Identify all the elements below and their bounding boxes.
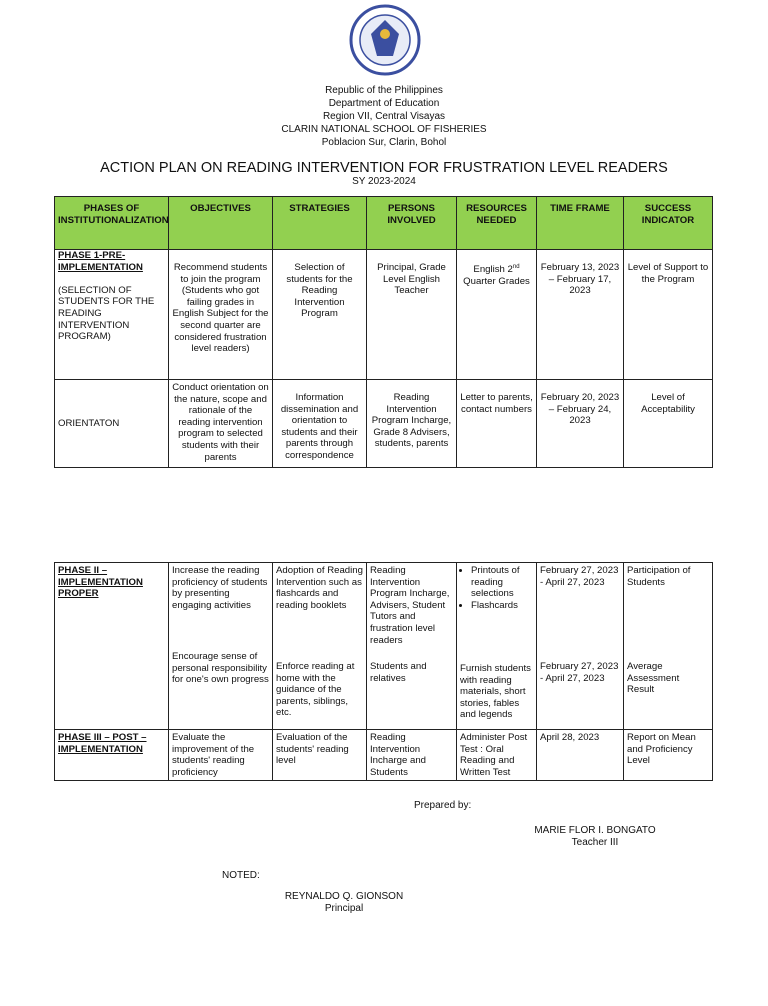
phase-title: PHASE 1-PRE-IMPLEMENTATION: [58, 250, 143, 273]
table-row: PHASE II – IMPLEMENTATION PROPER Increas…: [54, 562, 713, 730]
deped-seal-logo: [349, 4, 421, 76]
indicator-cell: Average Assessment Result: [623, 649, 713, 730]
timeframe-cell: February 27, 2023 - April 27, 2023: [536, 649, 624, 730]
indicator-cell: Level of Acceptability: [623, 379, 713, 468]
column-header: STRATEGIES: [272, 196, 367, 250]
timeframe-cell: February 13, 2023 – February 17, 2023: [536, 249, 624, 380]
table-row: PHASE 1-PRE-IMPLEMENTATION (SELECTION OF …: [54, 249, 713, 380]
header-line: CLARIN NATIONAL SCHOOL OF FISHERIES: [281, 124, 487, 135]
noter-title: Principal: [324, 903, 364, 914]
header-line: Region VII, Central Visayas: [322, 111, 446, 122]
persons-cell: Principal, Grade Level English Teacher: [366, 249, 457, 380]
persons-cell: Students and relatives: [366, 649, 457, 730]
noted-label: NOTED:: [222, 870, 260, 881]
prepared-by-label: Prepared by:: [414, 800, 472, 811]
resource-bullet: Flashcards: [471, 600, 533, 612]
action-plan-table-part2: PHASE II – IMPLEMENTATION PROPER Increas…: [54, 562, 713, 782]
indicator-cell: Level of Support to the Program: [623, 249, 713, 380]
column-header: RESOURCES NEEDED: [456, 196, 537, 250]
column-header: TIME FRAME: [536, 196, 624, 250]
strategy-cell: Evaluation of the students' reading leve…: [272, 728, 367, 782]
header-line: Republic of the Philippines: [325, 85, 443, 96]
preparer-title: Teacher III: [571, 837, 619, 848]
header-line: Department of Education: [328, 98, 440, 109]
table-header-row: PHASES OF INSTITUTIONALIZATION OBJECTIVE…: [54, 196, 713, 250]
preparer-name: MARIE FLOR I. BONGATO: [534, 825, 656, 836]
strategy-cell: Enforce reading at home with the guidanc…: [272, 649, 367, 730]
resources-cell: Letter to parents, contact numbers: [456, 379, 537, 468]
column-header: PHASES OF INSTITUTIONALIZATION: [54, 196, 169, 250]
indicator-cell: Participation of Students: [623, 562, 713, 649]
phase-title: PHASE II – IMPLEMENTATION PROPER: [54, 562, 169, 730]
timeframe-cell: April 28, 2023: [536, 728, 624, 782]
persons-cell: Reading Intervention Incharge and Studen…: [366, 728, 457, 782]
resources-text: Quarter Grades: [463, 275, 530, 287]
column-header: SUCCESS INDICATOR: [623, 196, 713, 250]
strategy-cell: Information dissemination and orientatio…: [272, 379, 367, 468]
table-row: PHASE III – POST – IMPLEMENTATION Evalua…: [54, 728, 713, 782]
table-row: ORIENTATON Conduct orientation on the na…: [54, 379, 713, 468]
indicator-cell: Report on Mean and Proficiency Level: [623, 728, 713, 782]
strategy-cell: Adoption of Reading Intervention such as…: [272, 562, 367, 649]
resources-cell: English 2nd Quarter Grades: [456, 249, 537, 380]
persons-cell: Reading Intervention Program Incharge, A…: [366, 562, 457, 649]
superscript: nd: [512, 264, 520, 270]
timeframe-cell: February 27, 2023 - April 27, 2023: [536, 562, 624, 649]
phase-title: ORIENTATON: [54, 379, 169, 468]
column-header: PERSONS INVOLVED: [366, 196, 457, 250]
resources-cell: Administer Post Test : Oral Reading and …: [456, 728, 537, 782]
strategy-cell: Selection of students for the Reading In…: [272, 249, 367, 380]
objective-cell: Conduct orientation on the nature, scope…: [168, 379, 273, 468]
resources-text: English 2: [473, 264, 513, 276]
phase-subtitle: (SELECTION OF STUDENTS FOR THE READING I…: [58, 284, 155, 343]
resources-cell: Printouts of reading selectionsFlashcard…: [456, 562, 537, 649]
column-header: OBJECTIVES: [168, 196, 273, 250]
objective-cell: Recommend students to join the program (…: [168, 249, 273, 380]
phase-title: PHASE III – POST – IMPLEMENTATION: [54, 728, 169, 782]
objective-cell: Evaluate the improvement of the students…: [168, 728, 273, 782]
table-row: Encourage sense of personal responsibili…: [55, 649, 713, 730]
objective-cell: Increase the reading proficiency of stud…: [168, 562, 273, 649]
action-plan-table-part1: PHASES OF INSTITUTIONALIZATION OBJECTIVE…: [54, 196, 713, 468]
timeframe-cell: February 20, 2023 – February 24, 2023: [536, 379, 624, 468]
resources-cell: Furnish students with reading materials,…: [456, 649, 537, 730]
header-line: Poblacion Sur, Clarin, Bohol: [321, 137, 447, 148]
school-year: SY 2023-2024: [352, 176, 416, 187]
objective-cell: Encourage sense of personal responsibili…: [168, 649, 273, 730]
noter-name: REYNALDO Q. GIONSON: [284, 891, 404, 902]
persons-cell: Reading Intervention Program Incharge, G…: [366, 379, 457, 468]
resource-bullet: Printouts of reading selections: [471, 565, 533, 600]
document-title: ACTION PLAN ON READING INTERVENTION FOR …: [100, 160, 668, 176]
